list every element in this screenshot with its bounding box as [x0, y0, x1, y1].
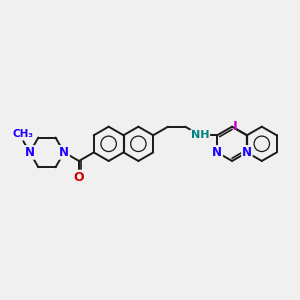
Text: NH: NH: [191, 130, 209, 140]
Text: N: N: [59, 146, 69, 159]
Text: N: N: [242, 146, 252, 159]
Text: N: N: [25, 146, 35, 159]
Text: CH₃: CH₃: [13, 129, 34, 139]
Text: I: I: [233, 120, 238, 133]
Text: N: N: [212, 146, 222, 159]
Text: O: O: [74, 171, 84, 184]
